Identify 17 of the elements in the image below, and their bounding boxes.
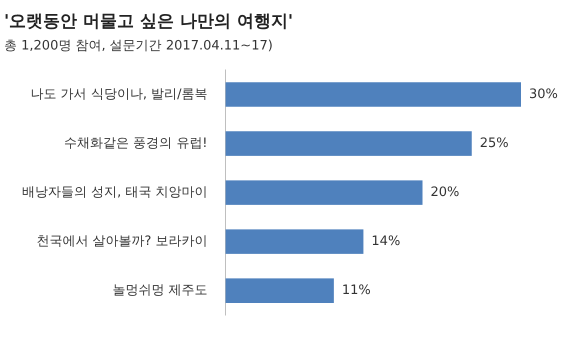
y-tick-label: 배낭자들의 성지, 태국 치앙마이 [22, 184, 208, 200]
y-tick-label: 천국에서 살아볼까? 보라카이 [36, 234, 208, 250]
chart-subtitle: 총 1,200명 참여, 설문기간 2017.04.11~17) [4, 38, 273, 54]
data-label: 30% [529, 86, 558, 102]
y-tick-label: 수채화같은 풍경의 유럽! [64, 136, 208, 151]
bar [226, 229, 364, 254]
bar [226, 131, 472, 156]
bar [226, 278, 334, 303]
bar [226, 180, 423, 205]
y-tick-label: 나도 가서 식당이나, 발리/롬복 [30, 86, 208, 102]
y-tick-label: 놀멍쉬멍 제주도 [112, 283, 208, 298]
data-label: 14% [371, 234, 400, 250]
data-label: 25% [480, 136, 509, 151]
chart-title: '오랫동안 머물고 싶은 나만의 여행지' [4, 12, 294, 32]
data-label: 11% [342, 283, 371, 298]
data-label: 20% [430, 184, 460, 200]
bar [226, 82, 521, 107]
